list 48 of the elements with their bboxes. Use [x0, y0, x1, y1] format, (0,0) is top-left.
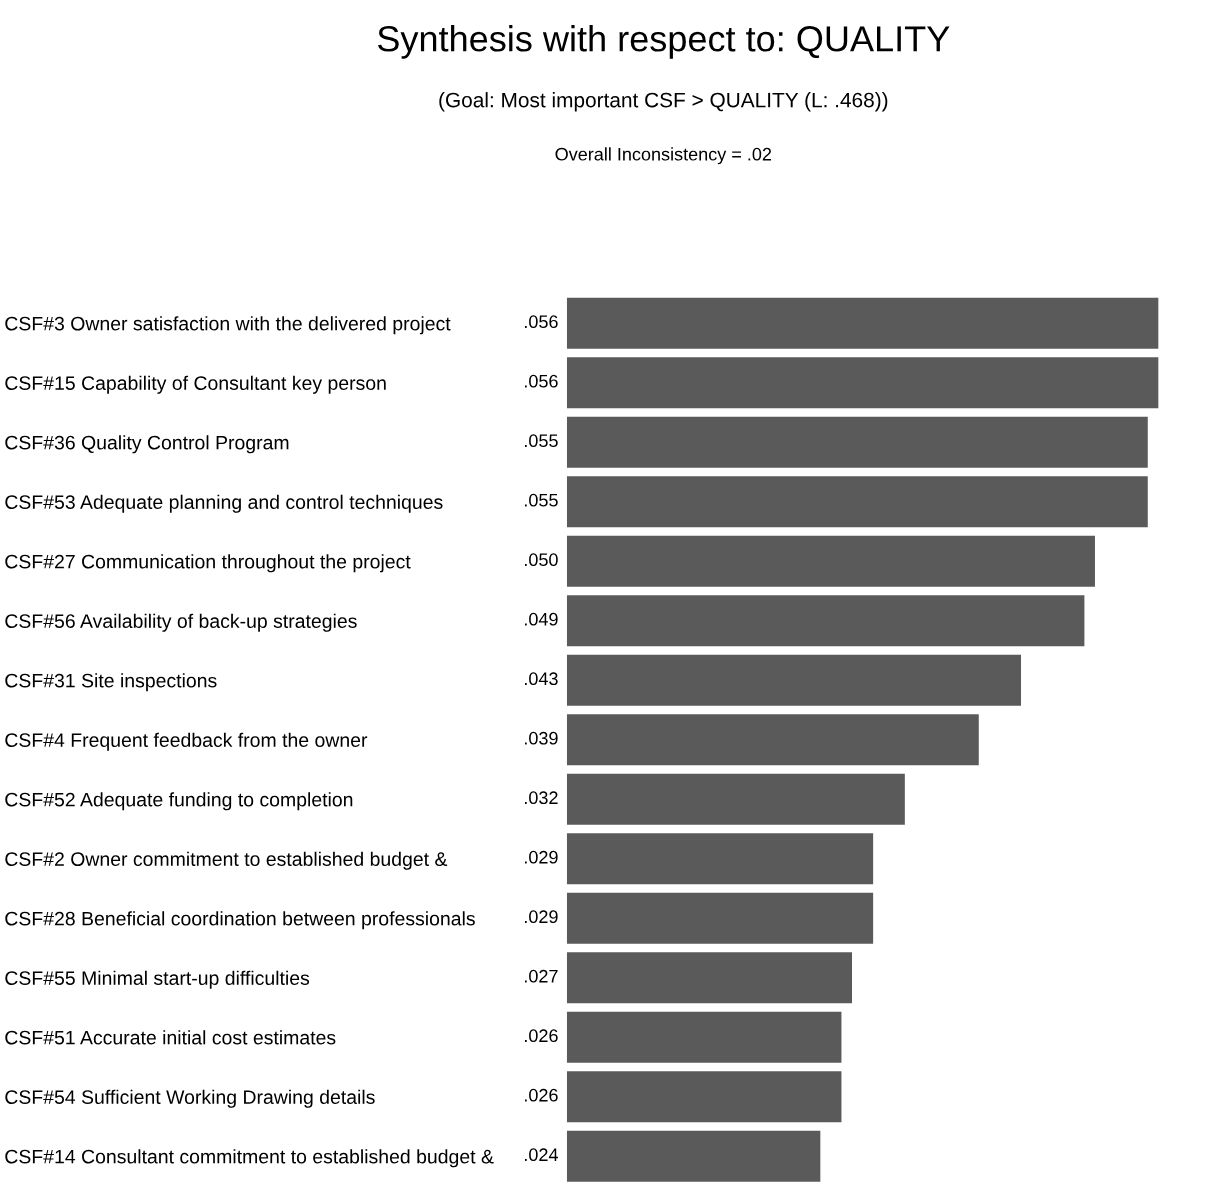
bar [566, 654, 1022, 706]
y-tick-label: CSF#56 Availability of back-up strategies [5, 613, 357, 632]
y-tick-label: CSF#2 Owner commitment to established budget & [5, 851, 448, 870]
y-tick-label: CSF#55 Minimal start-up difficulties [5, 970, 310, 989]
y-tick-label: CSF#36 Quality Control Program [5, 435, 289, 454]
data-label: .039 [525, 731, 558, 745]
bar [566, 1130, 821, 1182]
y-tick-label: CSF#14 Consultant commitment to established budget & [5, 1149, 494, 1168]
y-tick-label: CSF#52 Adequate funding to completion [5, 792, 353, 811]
y-tick-label: CSF#28 Beneficial coordination between professionals [5, 911, 475, 930]
data-label: .056 [525, 374, 558, 388]
bar [566, 773, 905, 825]
y-tick-label: CSF#27 Communication throughout the project [5, 554, 411, 573]
data-label: .055 [525, 493, 558, 507]
data-label: .032 [525, 791, 558, 805]
bar [566, 535, 1095, 587]
data-label: .029 [525, 850, 558, 864]
chart-title: Synthesis with respect to: QUALITY [377, 25, 950, 59]
bar [566, 833, 874, 885]
data-label: .049 [525, 612, 558, 626]
bar [566, 297, 1159, 349]
y-tick-label: CSF#4 Frequent feedback from the owner [5, 732, 368, 751]
bar [566, 952, 853, 1004]
bar [566, 714, 979, 766]
bar [566, 416, 1148, 468]
bar [566, 1011, 842, 1063]
data-label: .029 [525, 910, 558, 924]
y-tick-label: CSF#15 Capability of Consultant key person [5, 375, 386, 394]
y-tick-label: CSF#51 Accurate initial cost estimates [5, 1030, 336, 1045]
bar [566, 595, 1085, 647]
y-tick-label: CSF#54 Sufficient Working Drawing details [5, 1089, 375, 1108]
y-tick-label: CSF#53 Adequate planning and control techniques [5, 494, 443, 513]
data-label: .043 [525, 672, 558, 686]
bar [566, 476, 1148, 528]
data-label: .056 [525, 315, 558, 329]
y-tick-label: CSF#3 Owner satisfaction with the delivered project [5, 316, 451, 335]
y-tick-label: CSF#31 Site inspections [5, 673, 217, 692]
text: Overall Inconsistency = .02 [555, 147, 772, 165]
data-label: .027 [525, 969, 558, 983]
bar [566, 357, 1159, 409]
bar [566, 1071, 842, 1123]
chart-subtitle: (Goal: Most important CSF > QUALITY (L: .468)) [439, 92, 888, 112]
data-label: .026 [525, 1029, 558, 1043]
bar [566, 892, 874, 944]
data-label: .026 [525, 1088, 558, 1102]
data-label: .024 [525, 1148, 558, 1162]
data-label: .055 [525, 434, 558, 448]
data-label: .050 [525, 553, 558, 567]
